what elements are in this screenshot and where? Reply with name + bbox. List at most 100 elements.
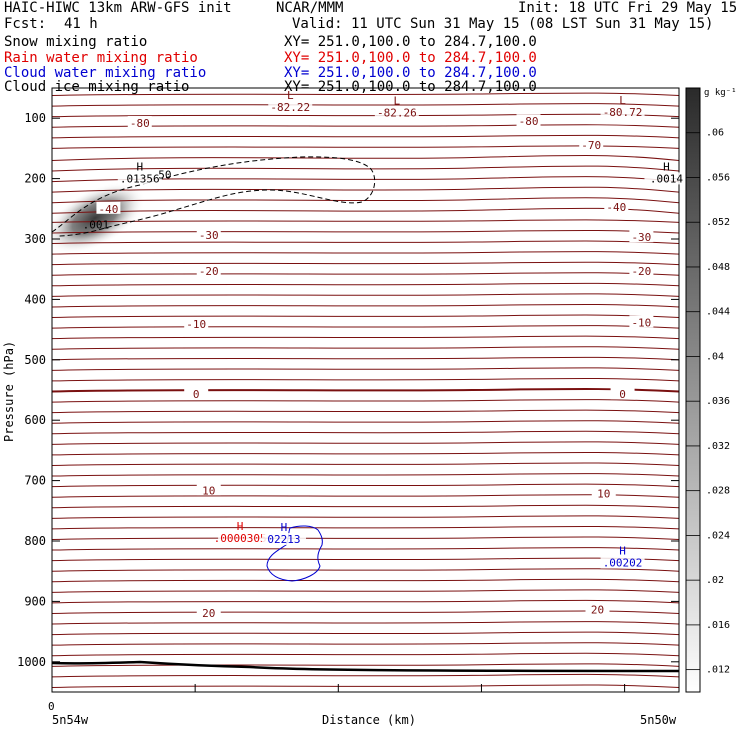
temp-label: 20 [591,603,604,616]
isotherm-line [52,462,679,466]
init-time: Init: 18 UTC Fri 29 May 15 [518,0,738,16]
extremum-value: .01356 [120,172,160,185]
y-tick-label: 500 [24,353,46,367]
temperature-contours [52,92,679,688]
x-left-label: 5n54w [52,713,89,727]
x-zero-label: 0 [48,700,55,713]
temp-label-bg [184,317,209,330]
x-axis-ticks [51,684,626,692]
y-tick-label: 300 [24,232,46,246]
isotherm-line [52,557,679,562]
temp-label: -10 [186,318,206,331]
field-cloud-water-xy: XY= 251.0,100.0 to 284.7,100.0 [284,65,537,81]
temp-label: -80 [130,117,150,130]
isotherm-line [52,240,679,245]
field-snow-xy: XY= 251.0,100.0 to 284.7,100.0 [284,34,537,50]
extremum-value: .0000305 [214,532,267,545]
extremum-value-bg [117,172,162,185]
isotherm-line [52,599,679,604]
isotherm-line [52,652,679,657]
y-tick-label: 1000 [17,655,46,669]
colorbar-ticks: .06 .056 .052 .048 .044 .04 .036 .032 .028 .024 .0… [686,128,730,676]
isotherm-line [52,272,679,276]
isotherm-line [52,207,679,214]
isotherm-line [52,293,679,297]
contour-label: 50 [158,169,171,182]
extremum-value-bg [600,105,645,118]
y-tick-label: 700 [24,474,46,488]
isotherm-line [52,673,679,678]
extremum-value: -80.72 [603,106,643,119]
colorbar-tick-label: .016 [706,620,730,631]
extremum-symbol: H [663,160,670,173]
isotherm-line [52,483,679,488]
extremum-symbol: H [237,520,244,533]
temp-label-bg [196,227,221,240]
extremum-symbol: H [281,521,288,534]
isotherm-line [52,134,679,139]
temp-label: 20 [202,607,215,620]
temp-label: 0 [619,388,626,401]
isotherm-line [52,377,679,382]
isotherm-line [52,388,679,393]
isotherm-line [52,547,679,551]
isotherm-line [52,145,679,149]
isotherm-line [52,335,679,340]
temp-label-bg [629,315,654,328]
isotherm-line [52,441,679,445]
colorbar-tick-label: .028 [706,486,730,497]
extremum-value-bg [268,101,313,114]
model-title: HAIC-HIWC 13km ARW-GFS init [4,0,232,16]
y-tick-label: 900 [24,594,46,608]
cloud-water-contour [266,525,323,582]
isotherm-line [52,663,679,667]
colorbar-tick-label: .036 [706,396,730,407]
isotherm-line [52,621,679,625]
temp-label-bg [579,137,604,150]
x-axis-label: Distance (km) [322,713,416,727]
isotherm-line [52,197,679,204]
isotherm-line [52,303,679,308]
temp-label: -80 [519,115,539,128]
isotherm-line [52,610,679,614]
y-tick-label: 600 [24,413,46,427]
isotherm-line [52,399,679,403]
isotherm-line [52,282,679,287]
temp-label-bg [184,387,209,400]
colorbar-tick-label: .048 [706,262,730,273]
contour-labels: .001 50 [83,169,172,232]
x-right-label: 5n50w [640,713,677,727]
isotherm-line [52,578,679,583]
temp-label: -40 [606,201,626,214]
temperature-labels: -80 -80 -70 -40 -40 -30 -30 -20 -20 -10 -10 0 0 10 10 2… [96,114,654,620]
isotherm-line [52,525,679,530]
extremum-value-bg [644,172,689,185]
temp-label-bg [604,199,629,212]
extremum-symbol: H [619,545,626,558]
temp-label-bg [196,605,221,618]
isotherm-line [52,589,679,593]
colorbar-unit: g kg⁻¹ [704,88,737,98]
temp-label-bg [591,486,616,499]
isotherm-line [52,92,679,97]
temp-label: -20 [631,265,651,278]
colorbar-tick-label: .052 [706,217,730,228]
colorbar-tick-label: .024 [706,530,730,541]
temp-label: 0 [193,388,200,401]
isotherm-line [52,631,679,636]
colorbar-tick-label: .044 [706,307,730,318]
isotherm-line [52,176,679,183]
forecast-label: Fcst: [4,16,47,32]
colorbar-tick-label: .02 [706,575,724,586]
field-snow-name: Snow mixing ratio [4,34,148,50]
isotherm-line [52,568,679,572]
terrain-line [52,660,679,673]
colorbar: .06 .056 .052 .048 .044 .04 .036 .032 .028 .024 .0… [685,87,737,693]
colorbar-tick-label: .012 [706,665,730,676]
temp-label: -10 [631,316,651,329]
temp-label-bg [629,230,654,243]
isotherm-line [52,124,679,128]
